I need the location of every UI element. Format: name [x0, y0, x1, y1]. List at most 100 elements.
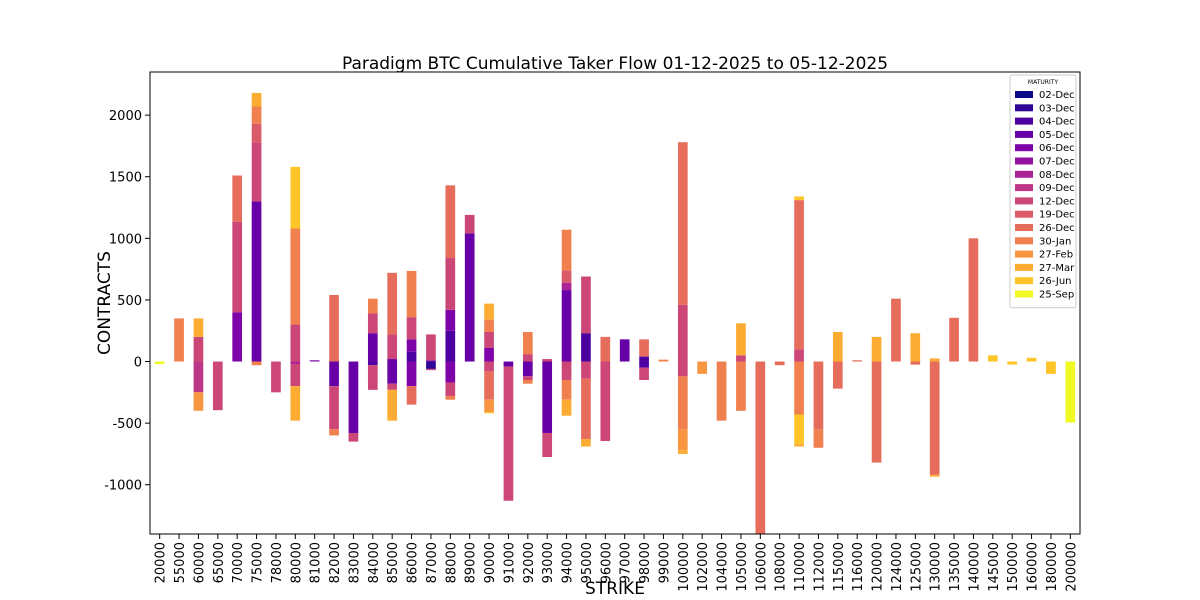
bar-segment — [794, 349, 804, 362]
bar-segment — [309, 360, 320, 362]
bar-segment — [949, 317, 959, 362]
y-tick-label: -1000 — [104, 479, 142, 494]
x-axis: 20000 55000 60000 65000 70000 75000 78000 80000… — [154, 534, 1079, 592]
bar-segment — [348, 432, 359, 442]
bar-segment — [910, 361, 921, 365]
legend-swatch — [1015, 210, 1033, 218]
y-tick-label: -500 — [112, 417, 142, 432]
x-tick-label: 102000 — [696, 542, 711, 592]
bar-segment — [329, 386, 339, 430]
bar-segment — [251, 92, 262, 107]
legend-entry-label: 02-Dec — [1039, 90, 1075, 101]
x-tick-label: 85000 — [386, 542, 401, 583]
bar-segment — [484, 412, 494, 414]
bar-segment — [736, 355, 746, 362]
bar-segment — [484, 319, 494, 332]
x-tick-label: 78000 — [270, 542, 285, 583]
legend-entry-label: 19-Dec — [1039, 210, 1075, 221]
bar-segment — [445, 185, 456, 259]
bar-segment — [503, 361, 514, 367]
x-tick-label: 96000 — [599, 542, 614, 583]
bar-segment — [658, 359, 669, 362]
bar-segment — [891, 298, 901, 362]
x-tick-label: 200000 — [1064, 542, 1079, 592]
x-tick-label: 70000 — [231, 542, 246, 583]
bar-segment — [445, 330, 456, 362]
x-tick-label: 104000 — [716, 542, 731, 592]
x-tick-label: 160000 — [1026, 542, 1041, 592]
x-tick-label: 88000 — [444, 542, 459, 583]
bar-segment — [794, 444, 804, 447]
bar-segment — [522, 331, 533, 355]
bar-segment — [445, 396, 456, 400]
bar-segment — [677, 450, 688, 454]
bar-segment — [271, 361, 281, 393]
bar-segment — [832, 361, 843, 389]
legend-swatch — [1015, 277, 1033, 285]
x-tick-label: 90000 — [483, 542, 498, 583]
bar-segment — [329, 429, 339, 436]
bar-segment — [561, 380, 572, 400]
bar-segment — [290, 324, 301, 362]
bars-group — [154, 92, 1076, 534]
bar-segment — [677, 376, 688, 430]
bar-segment — [1046, 361, 1056, 374]
y-axis: -1000 -500 0 500 1000 1500 2000 — [104, 109, 150, 494]
x-tick-label: 92000 — [522, 542, 537, 583]
x-tick-label: 112000 — [812, 542, 827, 592]
x-tick-label: 93000 — [541, 542, 556, 583]
x-tick-label: 125000 — [909, 542, 924, 592]
x-tick-label: 83000 — [347, 542, 362, 583]
bar-segment — [445, 258, 456, 310]
bar-segment — [542, 432, 553, 457]
bar-segment — [406, 351, 417, 362]
legend-swatch — [1015, 170, 1033, 178]
bar-segment — [387, 272, 398, 335]
legend-swatch — [1015, 144, 1033, 152]
bar-segment — [290, 166, 301, 229]
bar-segment — [852, 360, 863, 362]
bar-segment — [367, 333, 378, 362]
legend-swatch — [1015, 184, 1033, 192]
legend-entry-label: 26-Jun — [1039, 276, 1072, 287]
x-tick-label: 99000 — [657, 542, 672, 583]
bar-segment — [794, 200, 804, 350]
bar-segment — [832, 331, 843, 362]
bar-segment — [464, 233, 475, 362]
bar-segment — [290, 363, 301, 387]
x-tick-label: 60000 — [192, 542, 207, 583]
bar-segment — [716, 361, 727, 421]
x-tick-label: 80000 — [289, 542, 304, 583]
bar-segment — [542, 359, 553, 362]
bar-segment — [581, 439, 591, 447]
legend-entry-label: 27-Feb — [1039, 250, 1073, 261]
legend-entry-label: 12-Dec — [1039, 196, 1075, 207]
bar-segment — [677, 142, 688, 305]
legend-entry-label: 03-Dec — [1039, 103, 1075, 114]
x-tick-label: 81000 — [309, 542, 324, 583]
bar-segment — [445, 382, 456, 397]
bar-segment — [367, 313, 378, 334]
bar-segment — [774, 361, 785, 366]
legend-entry-label: 09-Dec — [1039, 183, 1075, 194]
x-tick-label: 130000 — [929, 542, 944, 592]
bar-segment — [367, 298, 378, 314]
bar-segment — [871, 336, 882, 362]
bar-segment — [639, 367, 649, 380]
bar-segment — [406, 270, 417, 318]
legend: MATURITY 02-Dec 03-Dec 04-Dec 05-Dec 06-Dec 07… — [1009, 74, 1077, 309]
legend-entry-label: 27-Mar — [1039, 263, 1075, 274]
bar-segment — [522, 380, 533, 384]
bar-segment — [929, 474, 940, 477]
x-tick-label: 105000 — [735, 542, 750, 592]
bar-segment — [929, 361, 940, 475]
bar-segment — [561, 229, 572, 271]
bar-segment — [1007, 361, 1018, 365]
legend-entry-label: 30-Jan — [1039, 236, 1071, 247]
x-tick-label: 116000 — [851, 542, 866, 592]
x-tick-label: 55000 — [173, 542, 188, 583]
bar-segment — [406, 317, 417, 340]
bar-segment — [813, 429, 824, 448]
bar-segment — [929, 358, 940, 362]
